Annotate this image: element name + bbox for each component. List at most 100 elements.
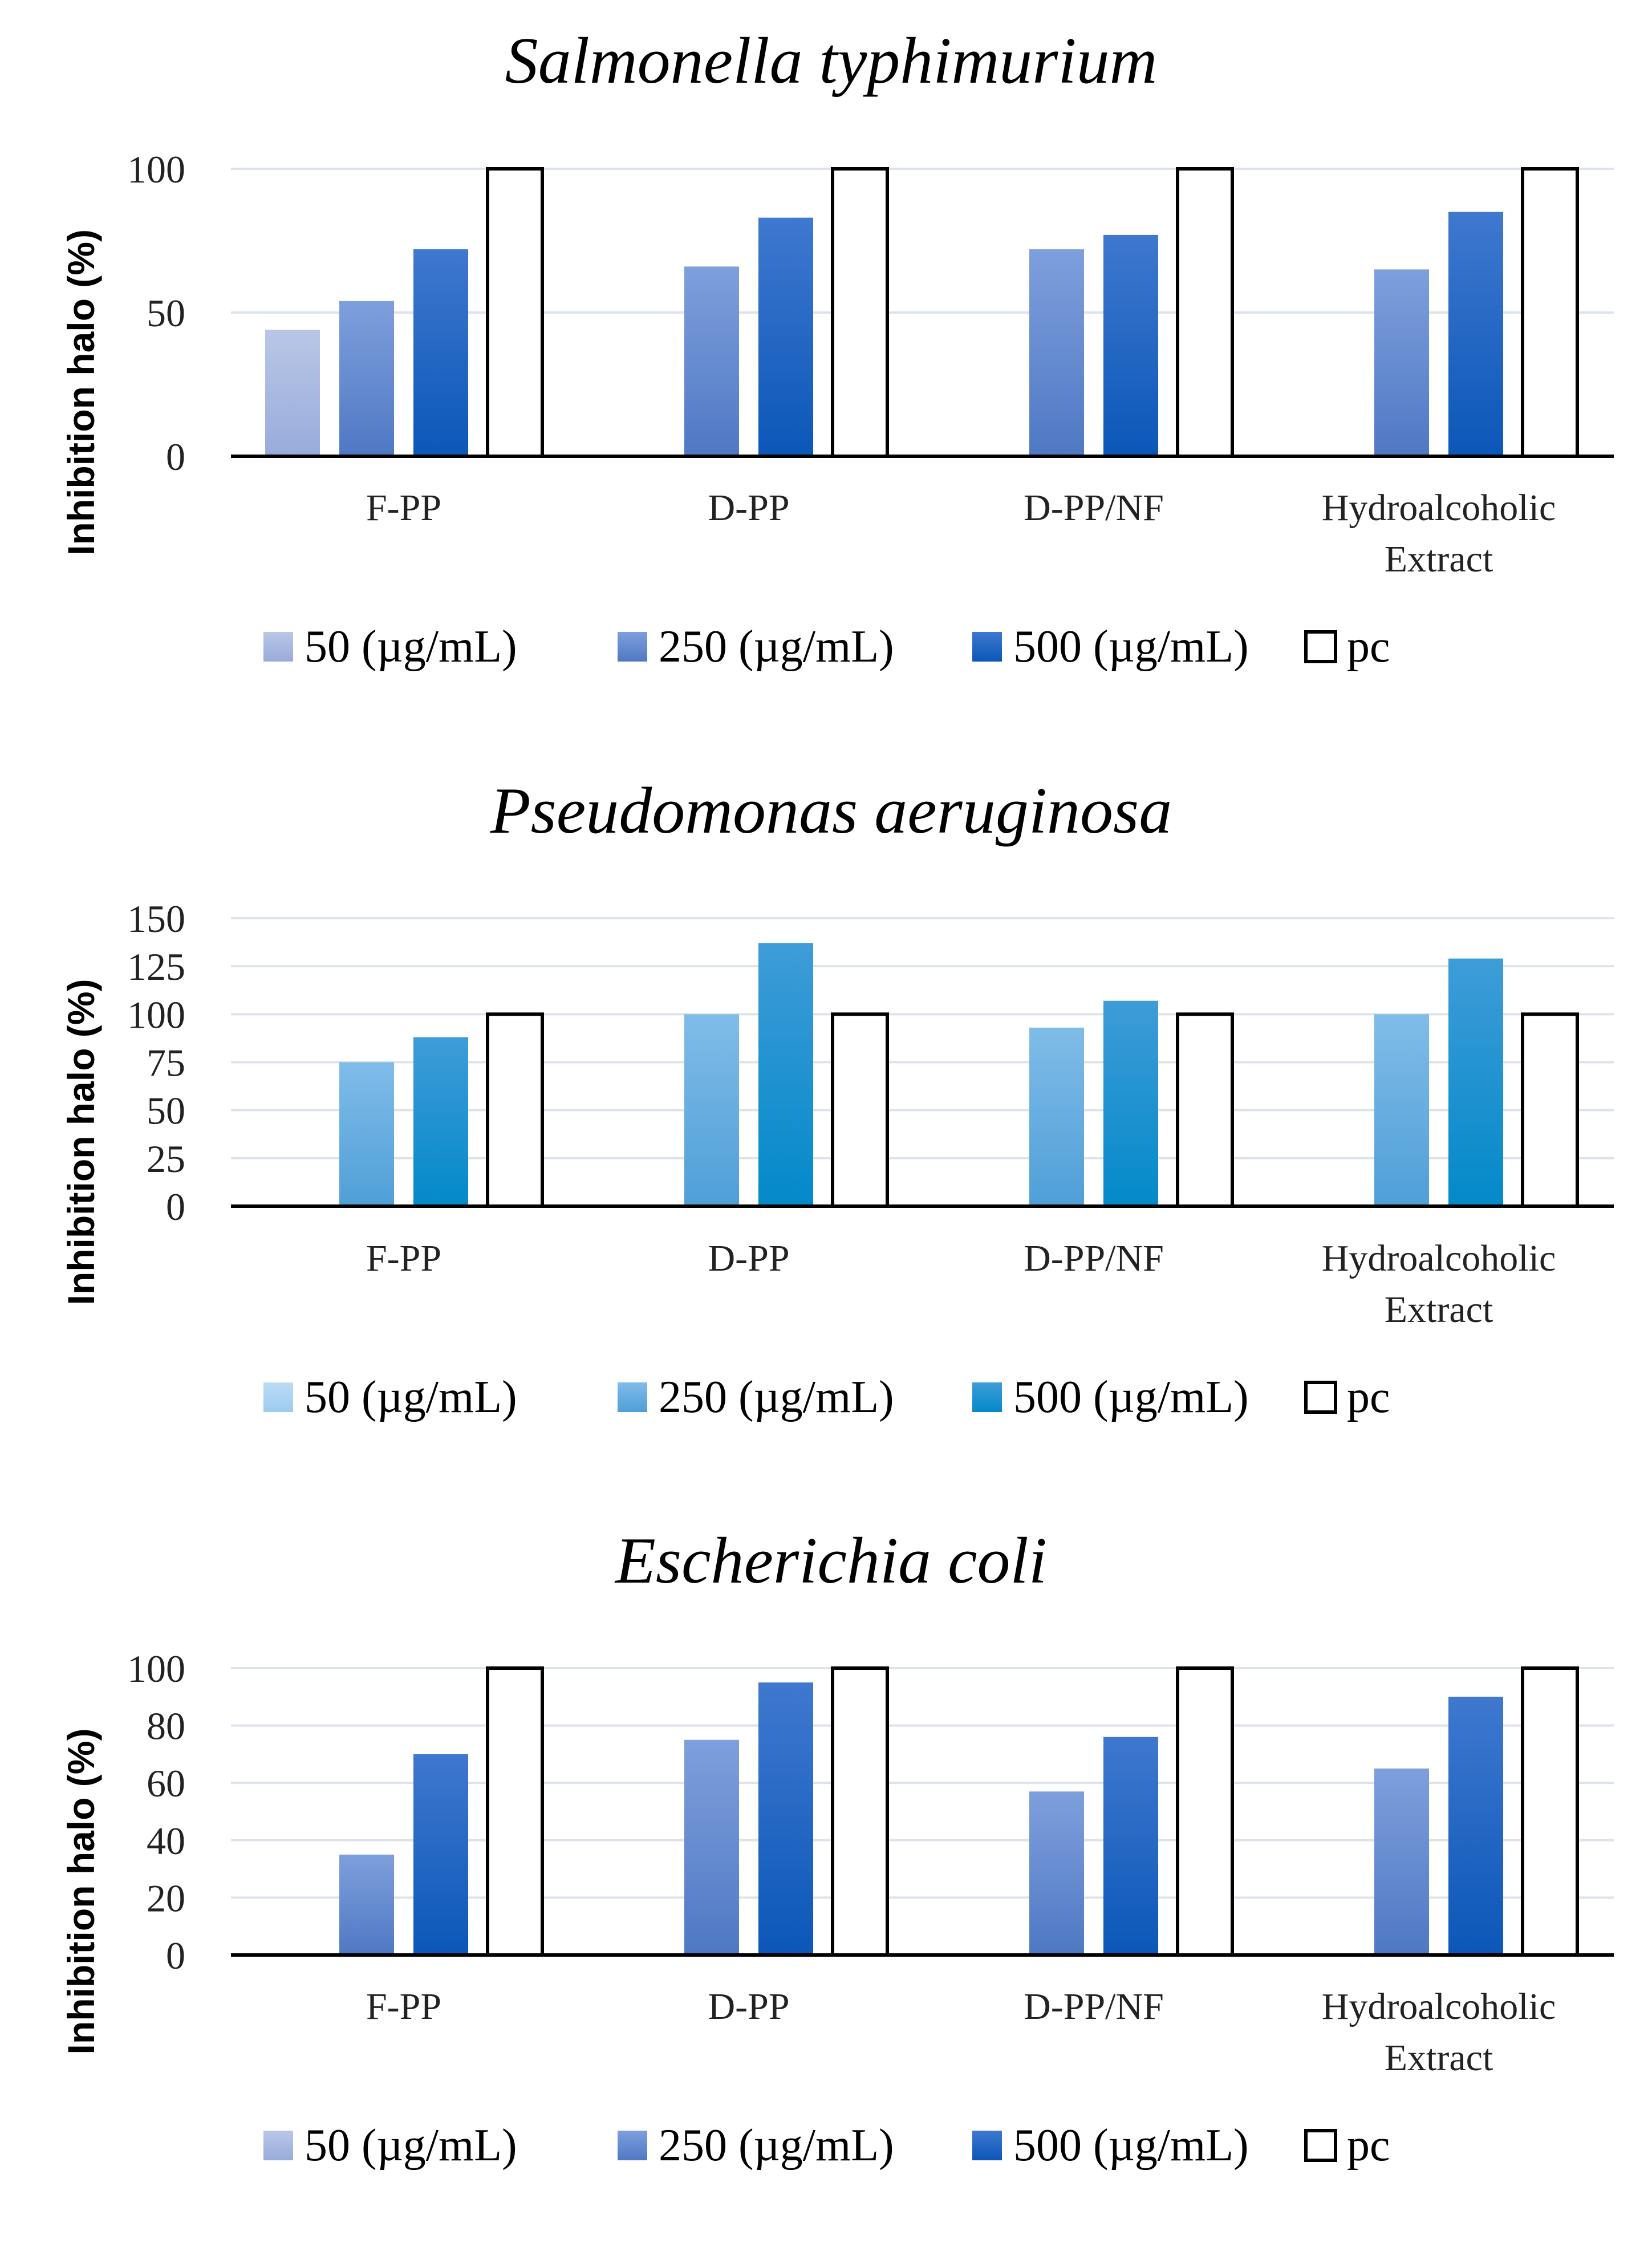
bar-500-d-pp-nf bbox=[1103, 234, 1158, 456]
category-label: Extract bbox=[1385, 1289, 1493, 1331]
y-tick-label: 125 bbox=[127, 945, 185, 988]
legend-swatch bbox=[972, 632, 1002, 662]
y-tick-label: 100 bbox=[127, 993, 185, 1036]
bar-250-d-pp bbox=[684, 1739, 739, 1955]
legend-swatch bbox=[972, 2131, 1002, 2160]
bar-500-d-pp bbox=[758, 217, 813, 456]
chart-title: Pseudomonas aeruginosa bbox=[490, 774, 1172, 847]
bar-500-d-pp-nf bbox=[1103, 1737, 1158, 1955]
bar-500-f-pp bbox=[413, 249, 468, 456]
bar-250-d-pp-nf bbox=[1029, 1027, 1084, 1206]
chart-title: Salmonella typhimurium bbox=[505, 25, 1158, 98]
legend-label: pc bbox=[1347, 1372, 1390, 1422]
y-tick-label: 100 bbox=[127, 1647, 185, 1690]
legend-swatch bbox=[972, 1382, 1002, 1412]
category-label: Extract bbox=[1385, 538, 1493, 580]
bar-500-hydroalcoholic bbox=[1448, 958, 1503, 1206]
chart-title: Escherichia coli bbox=[614, 1524, 1047, 1597]
bar-pc-hydroalcoholic bbox=[1521, 1666, 1579, 1957]
category-label: Hydroalcoholic bbox=[1322, 487, 1556, 529]
y-axis-label: Inhibition halo (%) bbox=[60, 1729, 102, 2055]
legend-swatch bbox=[263, 2131, 293, 2160]
bar-pc-d-pp bbox=[831, 167, 889, 458]
bar-500-f-pp bbox=[413, 1037, 468, 1206]
category-label: Hydroalcoholic bbox=[1322, 1238, 1556, 1279]
y-tick-label: 50 bbox=[147, 1089, 185, 1133]
bar-pc-d-pp bbox=[831, 1012, 889, 1208]
y-tick-label: 50 bbox=[147, 291, 185, 335]
legend-label: 50 (µg/mL) bbox=[305, 622, 517, 672]
y-tick-label: 150 bbox=[127, 897, 185, 940]
chart-panel-3: Escherichia coli 0 20 40 60 80 100 Inhibition h… bbox=[60, 1524, 1614, 2171]
bar-250-d-pp-nf bbox=[1029, 249, 1084, 456]
legend-swatch bbox=[618, 632, 647, 662]
bar-pc-hydroalcoholic bbox=[1521, 1012, 1579, 1208]
category-label: Extract bbox=[1385, 2037, 1493, 2079]
bar-500-d-pp bbox=[758, 943, 813, 1206]
category-label: D-PP/NF bbox=[1024, 487, 1164, 529]
y-tick-label: 40 bbox=[147, 1819, 185, 1863]
legend-swatch bbox=[618, 2131, 647, 2160]
legend-swatch bbox=[1304, 2129, 1337, 2162]
bar-250-hydroalcoholic bbox=[1374, 1014, 1429, 1206]
category-label: D-PP bbox=[708, 487, 789, 529]
bar-250-f-pp bbox=[339, 1062, 394, 1206]
legend-swatch bbox=[263, 1382, 293, 1412]
bar-pc-f-pp bbox=[486, 1666, 544, 1957]
bar-pc-f-pp bbox=[486, 1012, 544, 1208]
bar-500-d-pp bbox=[758, 1682, 813, 1955]
y-tick-label: 80 bbox=[147, 1705, 185, 1748]
legend-label: 500 (µg/mL) bbox=[1013, 622, 1249, 672]
y-tick-label: 25 bbox=[147, 1137, 185, 1181]
legend-swatch bbox=[618, 1382, 647, 1412]
bar-pc-d-pp bbox=[831, 1666, 889, 1957]
bar-250-hydroalcoholic bbox=[1374, 1769, 1429, 1955]
bar-500-hydroalcoholic bbox=[1448, 1697, 1503, 1955]
category-label: D-PP bbox=[708, 1986, 789, 2027]
bar-500-f-pp bbox=[413, 1754, 468, 1955]
chart-panel-1: Salmonella typhimurium 0 50 100 Inhibition h… bbox=[60, 25, 1614, 672]
y-axis-label: Inhibition halo (%) bbox=[60, 979, 102, 1305]
category-label: D-PP bbox=[708, 1238, 789, 1279]
legend-label: pc bbox=[1347, 2120, 1390, 2171]
bar-250-f-pp bbox=[339, 301, 394, 456]
bar-500-d-pp-nf bbox=[1103, 1000, 1158, 1206]
legend-swatch bbox=[1304, 630, 1337, 663]
y-tick-label: 100 bbox=[127, 148, 185, 191]
legend-label: 250 (µg/mL) bbox=[659, 2120, 894, 2171]
bar-250-d-pp bbox=[684, 1014, 739, 1206]
y-tick-label: 20 bbox=[147, 1876, 185, 1920]
category-label: F-PP bbox=[366, 1238, 441, 1279]
bar-pc-d-pp-nf bbox=[1176, 1666, 1234, 1957]
category-label: F-PP bbox=[366, 487, 441, 529]
legend-label: pc bbox=[1347, 622, 1390, 672]
y-tick-label: 0 bbox=[166, 1934, 185, 1977]
y-tick-label: 75 bbox=[147, 1041, 185, 1085]
legend-label: 50 (µg/mL) bbox=[305, 1372, 517, 1422]
bar-pc-hydroalcoholic bbox=[1521, 167, 1579, 458]
bar-pc-d-pp-nf bbox=[1176, 1012, 1234, 1208]
bar-pc-f-pp bbox=[486, 167, 544, 458]
legend-label: 500 (µg/mL) bbox=[1013, 1372, 1249, 1422]
legend-label: 500 (µg/mL) bbox=[1013, 2120, 1249, 2171]
category-label: D-PP/NF bbox=[1024, 1238, 1164, 1279]
legend-label: 50 (µg/mL) bbox=[305, 2120, 517, 2171]
legend-label: 250 (µg/mL) bbox=[659, 1372, 894, 1422]
legend-swatch bbox=[1304, 1381, 1337, 1414]
bar-250-f-pp bbox=[339, 1854, 394, 1955]
bar-50-f-pp bbox=[265, 330, 320, 456]
legend-swatch bbox=[263, 632, 293, 662]
y-tick-label: 0 bbox=[166, 1185, 185, 1228]
y-tick-label: 60 bbox=[147, 1762, 185, 1805]
bar-250-d-pp-nf bbox=[1029, 1791, 1084, 1955]
y-tick-label: 0 bbox=[166, 435, 185, 478]
y-axis-label: Inhibition halo (%) bbox=[60, 229, 102, 555]
bar-250-d-pp bbox=[684, 266, 739, 456]
bar-500-hydroalcoholic bbox=[1448, 212, 1503, 456]
bar-250-hydroalcoholic bbox=[1374, 269, 1429, 456]
category-label: F-PP bbox=[366, 1986, 441, 2027]
bar-pc-d-pp-nf bbox=[1176, 167, 1234, 458]
